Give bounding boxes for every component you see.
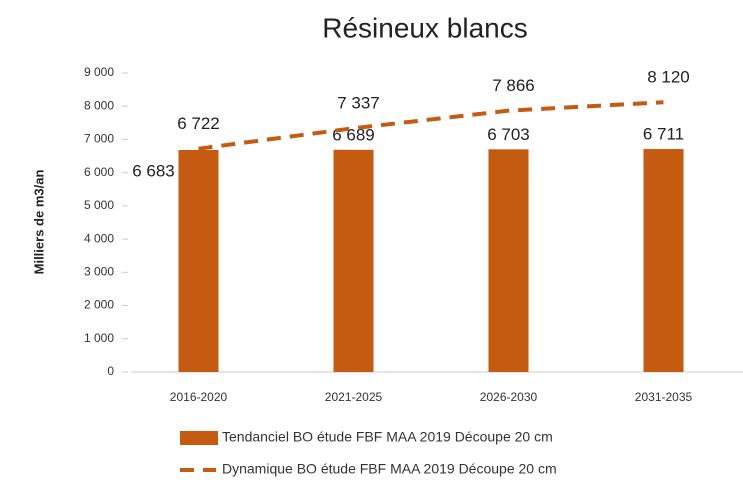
bar [178, 149, 219, 372]
x-tick-label: 2021-2025 [325, 390, 383, 404]
y-tick-label: 6 000 [84, 165, 114, 179]
x-tick-label: 2016-2020 [170, 390, 228, 404]
data-label: 6 722 [177, 114, 220, 133]
y-tick-label: 7 000 [84, 132, 114, 146]
data-label: 8 120 [647, 68, 690, 87]
line [198, 100, 664, 151]
y-tick-label: 1 000 [84, 331, 114, 345]
y-tick-label: 9 000 [84, 65, 114, 79]
legend-label: Tendanciel BO étude FBF MAA 2019 Découpe… [222, 429, 553, 445]
y-tick-label: 8 000 [84, 98, 114, 112]
bar [643, 149, 684, 372]
data-label: 6 683 [132, 161, 175, 180]
legend-swatch [180, 431, 218, 445]
data-label: 6 711 [643, 125, 684, 144]
bar [488, 149, 529, 372]
y-tick-label: 3 000 [84, 265, 114, 279]
data-label: 7 337 [337, 94, 380, 113]
y-tick-label: 5 000 [84, 198, 114, 212]
y-tick-label: 0 [107, 364, 114, 378]
chart-title: Résineux blancs [322, 12, 527, 43]
legend-label: Dynamique BO étude FBF MAA 2019 Découpe … [222, 461, 557, 477]
x-tick-label: 2026-2030 [480, 390, 538, 404]
y-axis-label: Milliers de m3/an [31, 170, 46, 275]
y-tick-label: 2 000 [84, 298, 114, 312]
data-label: 6 703 [487, 125, 530, 144]
x-tick-label: 2031-2035 [635, 390, 693, 404]
bar [333, 149, 374, 372]
data-label: 7 866 [492, 76, 535, 95]
y-tick-label: 4 000 [84, 231, 114, 245]
